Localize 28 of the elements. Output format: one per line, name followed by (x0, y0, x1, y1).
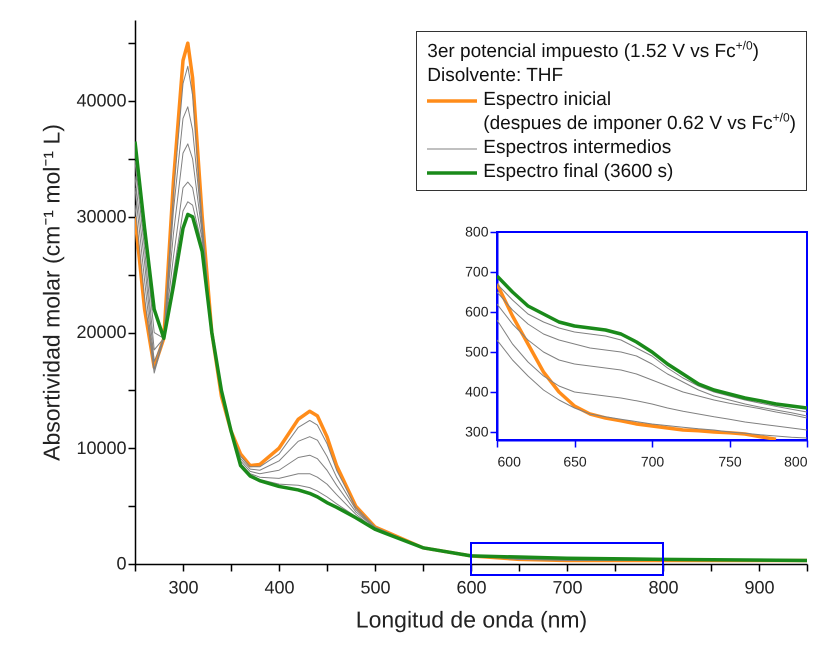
x-tick-label: 500 (360, 578, 391, 598)
x-tick-label: 300 (168, 578, 199, 598)
x-tick-label: 700 (640, 454, 664, 470)
x-tick-label: 800 (784, 454, 808, 470)
x-tick-label: 400 (264, 578, 295, 598)
y-tick-label: 500 (465, 344, 489, 360)
text: 3er potencial impuesto (1.52 V vs Fc$^{+/0}$) Disolvente: THF (427, 38, 759, 86)
x-axis-title: Longitud de onda (nm) (356, 606, 588, 632)
y-tick-label: 20000 (76, 322, 126, 342)
legend-label: Espectro inicial (despues de imponer 0.62 V vs Fc$^{+/0}$) (483, 88, 796, 136)
x-tick-label: 750 (718, 454, 742, 470)
y-tick-label: 40000 (76, 90, 126, 111)
x-tick-label: 650 (563, 454, 587, 470)
y-tick-label: 600 (465, 304, 489, 320)
x-tick-label: 700 (552, 578, 583, 598)
x-tick-label: 900 (744, 578, 775, 598)
y-axis-title: Absortividad molar (cm⁻¹ mol⁻¹ L) (38, 124, 64, 461)
y-tick-label: 700 (465, 264, 489, 280)
y-tick-label: 0 (116, 554, 126, 574)
y-tick-label: 300 (465, 424, 489, 440)
y-tick-label: 30000 (76, 206, 126, 226)
x-tick-label: 600 (498, 454, 522, 470)
y-tick-label: 800 (465, 224, 489, 240)
y-tick-label: 10000 (76, 438, 126, 458)
legend-label: Espectro final (3600 s) (483, 160, 674, 184)
x-tick-label: 800 (648, 578, 679, 598)
y-tick-label: 400 (465, 384, 489, 400)
legend-label: Espectros intermedios (483, 136, 672, 160)
